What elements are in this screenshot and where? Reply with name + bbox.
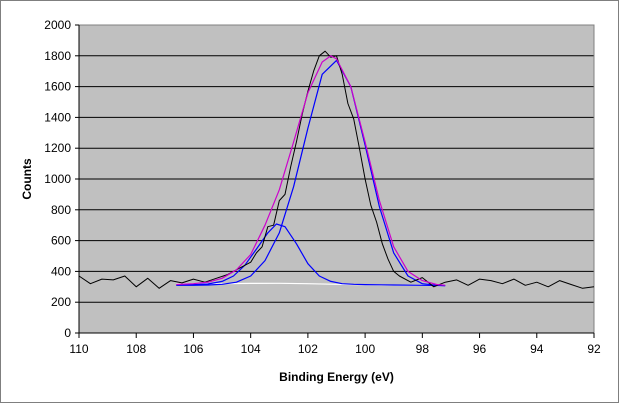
x-tick-label: 108 — [126, 342, 146, 356]
y-tick-label: 600 — [51, 234, 71, 248]
tick-labels: 0 200 400 600 800 1000 1200 1400 1600 1800 2000 110… — [44, 18, 601, 356]
x-tick-label: 102 — [298, 342, 318, 356]
series-line-component-peak-1 — [176, 59, 446, 287]
y-tick-label: 2000 — [44, 18, 71, 32]
x-tick-label: 98 — [416, 342, 430, 356]
y-tick-label: 400 — [51, 264, 71, 278]
series-line-envelope-fit — [176, 55, 446, 286]
y-tick-label: 1800 — [44, 49, 71, 63]
x-tick-label: 92 — [587, 342, 601, 356]
x-tick-label: 96 — [473, 342, 487, 356]
x-tick-label: 106 — [183, 342, 203, 356]
x-tick-label: 104 — [241, 342, 261, 356]
x-tick-label: 110 — [69, 342, 88, 356]
y-tick-label: 1400 — [44, 110, 71, 124]
x-tick-label: 94 — [530, 342, 544, 356]
series-layer — [78, 50, 595, 289]
y-tick-label: 1000 — [44, 172, 71, 186]
y-axis-title: Counts — [20, 158, 34, 200]
y-tick-label: 800 — [51, 203, 71, 217]
axes — [75, 24, 595, 338]
y-tick-label: 1600 — [44, 80, 71, 94]
series-line-component-peak-2 — [176, 223, 446, 287]
series-line-raw-spectrum — [78, 50, 595, 289]
x-tick-label: 100 — [355, 342, 375, 356]
y-tick-label: 0 — [64, 326, 71, 340]
x-axis-title: Binding Energy (eV) — [279, 370, 394, 384]
y-tick-label: 1200 — [44, 141, 71, 155]
y-tick-label: 200 — [51, 295, 71, 309]
